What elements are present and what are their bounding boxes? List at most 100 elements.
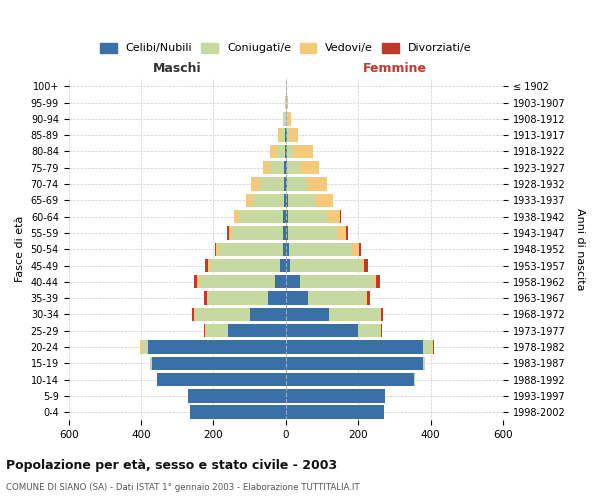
Bar bbox=[275, 275, 286, 288]
Bar bbox=[286, 96, 287, 110]
Bar bbox=[283, 210, 286, 224]
Bar bbox=[315, 194, 333, 207]
Bar bbox=[232, 226, 283, 239]
Text: Femmine: Femmine bbox=[362, 62, 427, 75]
Text: Maschi: Maschi bbox=[153, 62, 202, 75]
Bar bbox=[203, 292, 206, 305]
Bar bbox=[157, 373, 286, 386]
Bar bbox=[240, 210, 283, 224]
Bar bbox=[380, 324, 381, 338]
Bar bbox=[287, 210, 328, 224]
Bar bbox=[337, 226, 346, 239]
Bar bbox=[205, 324, 206, 338]
Bar bbox=[253, 194, 284, 207]
Bar bbox=[289, 242, 352, 256]
Bar bbox=[286, 194, 287, 207]
Bar bbox=[285, 128, 286, 142]
Bar bbox=[287, 112, 290, 126]
Bar bbox=[307, 178, 327, 190]
Bar bbox=[286, 308, 329, 321]
Bar bbox=[268, 292, 286, 305]
Bar bbox=[217, 242, 219, 256]
Bar bbox=[204, 324, 205, 338]
Bar bbox=[308, 292, 365, 305]
Bar bbox=[284, 161, 286, 174]
Bar bbox=[358, 324, 380, 338]
Bar bbox=[290, 259, 361, 272]
Bar bbox=[227, 226, 229, 239]
Text: COMUNE DI SIANO (SA) - Dati ISTAT 1° gennaio 2003 - Elaborazione TUTTITALIA.IT: COMUNE DI SIANO (SA) - Dati ISTAT 1° gen… bbox=[6, 484, 359, 492]
Bar bbox=[328, 210, 340, 224]
Bar bbox=[283, 112, 284, 126]
Bar bbox=[277, 145, 285, 158]
Bar bbox=[286, 373, 414, 386]
Bar bbox=[361, 259, 364, 272]
Bar bbox=[286, 259, 290, 272]
Bar bbox=[251, 178, 260, 190]
Bar bbox=[152, 356, 286, 370]
Y-axis label: Anni di nascita: Anni di nascita bbox=[575, 208, 585, 290]
Bar bbox=[293, 145, 313, 158]
Bar bbox=[329, 308, 380, 321]
Bar bbox=[260, 178, 284, 190]
Bar bbox=[140, 340, 141, 353]
Bar bbox=[286, 112, 287, 126]
Bar bbox=[206, 324, 228, 338]
Bar bbox=[286, 242, 289, 256]
Bar bbox=[424, 340, 433, 353]
Bar bbox=[188, 389, 286, 402]
Bar bbox=[190, 406, 286, 419]
Bar bbox=[340, 210, 341, 224]
Bar bbox=[287, 194, 315, 207]
Bar bbox=[376, 275, 380, 288]
Bar bbox=[286, 161, 287, 174]
Bar bbox=[359, 242, 361, 256]
Bar bbox=[287, 145, 293, 158]
Bar bbox=[284, 194, 286, 207]
Bar bbox=[229, 226, 232, 239]
Bar bbox=[233, 210, 235, 224]
Bar bbox=[414, 373, 415, 386]
Bar bbox=[193, 308, 194, 321]
Bar bbox=[270, 145, 277, 158]
Bar bbox=[285, 145, 286, 158]
Bar bbox=[286, 178, 287, 190]
Bar bbox=[382, 308, 383, 321]
Bar bbox=[196, 308, 250, 321]
Bar bbox=[286, 145, 287, 158]
Bar bbox=[286, 324, 358, 338]
Bar bbox=[286, 292, 308, 305]
Bar bbox=[284, 112, 286, 126]
Bar bbox=[219, 242, 283, 256]
Bar bbox=[286, 275, 300, 288]
Bar bbox=[206, 292, 208, 305]
Bar bbox=[287, 178, 307, 190]
Bar bbox=[286, 226, 288, 239]
Bar bbox=[289, 128, 298, 142]
Bar bbox=[424, 356, 425, 370]
Bar bbox=[286, 340, 424, 353]
Bar bbox=[205, 259, 208, 272]
Bar bbox=[286, 210, 287, 224]
Bar bbox=[286, 128, 287, 142]
Bar bbox=[285, 96, 286, 110]
Bar bbox=[245, 194, 253, 207]
Text: Popolazione per età, sesso e stato civile - 2003: Popolazione per età, sesso e stato civil… bbox=[6, 460, 337, 472]
Bar bbox=[352, 242, 359, 256]
Bar bbox=[263, 161, 270, 174]
Bar bbox=[150, 356, 152, 370]
Bar bbox=[270, 161, 284, 174]
Y-axis label: Fasce di età: Fasce di età bbox=[15, 216, 25, 282]
Bar bbox=[283, 242, 286, 256]
Bar bbox=[228, 324, 286, 338]
Bar bbox=[283, 226, 286, 239]
Bar bbox=[194, 308, 196, 321]
Bar bbox=[208, 259, 210, 272]
Bar bbox=[281, 128, 285, 142]
Bar bbox=[381, 324, 382, 338]
Bar bbox=[215, 242, 217, 256]
Bar bbox=[284, 178, 286, 190]
Bar bbox=[373, 275, 376, 288]
Bar bbox=[210, 259, 280, 272]
Bar bbox=[286, 389, 385, 402]
